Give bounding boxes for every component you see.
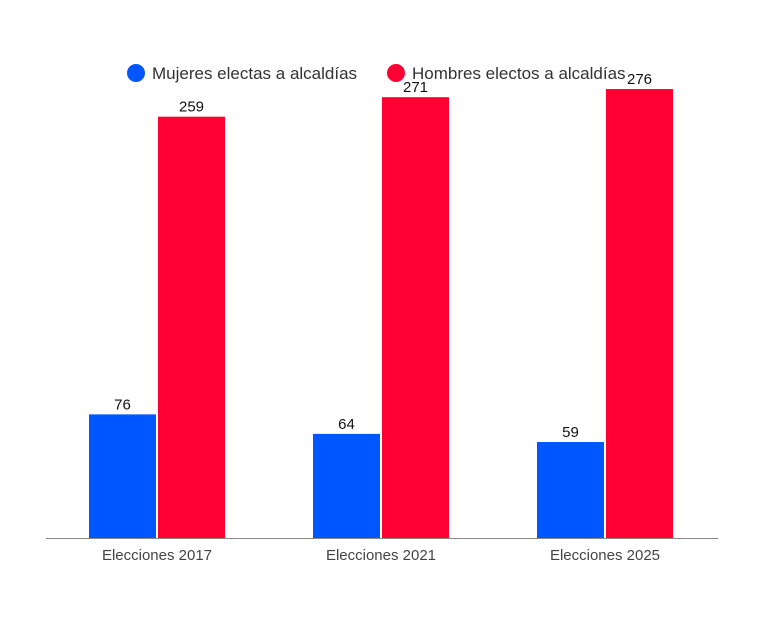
legend: Mujeres electas a alcaldías Hombres elect… [127, 64, 626, 83]
data-label-hombres-2: 276 [627, 71, 652, 88]
bars [89, 89, 673, 539]
bar-mujeres-0 [89, 414, 156, 538]
data-label-mujeres-0: 76 [114, 396, 131, 413]
x-tick-label-0: Elecciones 2017 [102, 547, 212, 564]
data-label-hombres-0: 259 [179, 99, 204, 116]
legend-swatch-hombres [387, 64, 405, 82]
data-label-hombres-1: 271 [403, 79, 428, 96]
data-label-mujeres-1: 64 [338, 416, 355, 433]
x-tick-label-1: Elecciones 2021 [326, 547, 436, 564]
bar-mujeres-2 [537, 442, 604, 538]
bar-hombres-1 [382, 97, 449, 538]
legend-item-mujeres: Mujeres electas a alcaldías [127, 64, 357, 83]
data-labels: 76 259 64 271 59 276 [114, 71, 652, 441]
bar-hombres-2 [606, 89, 673, 538]
legend-label-hombres: Hombres electos a alcaldías [412, 64, 626, 83]
bar-hombres-0 [158, 116, 225, 539]
legend-swatch-mujeres [127, 64, 145, 82]
x-tick-label-2: Elecciones 2025 [550, 547, 660, 564]
x-tick-labels: Elecciones 2017 Elecciones 2021 Elecciones… [102, 547, 660, 564]
bar-mujeres-1 [313, 433, 380, 538]
legend-label-mujeres: Mujeres electas a alcaldías [152, 64, 357, 83]
data-label-mujeres-2: 59 [562, 424, 579, 441]
legend-item-hombres: Hombres electos a alcaldías [387, 64, 626, 83]
